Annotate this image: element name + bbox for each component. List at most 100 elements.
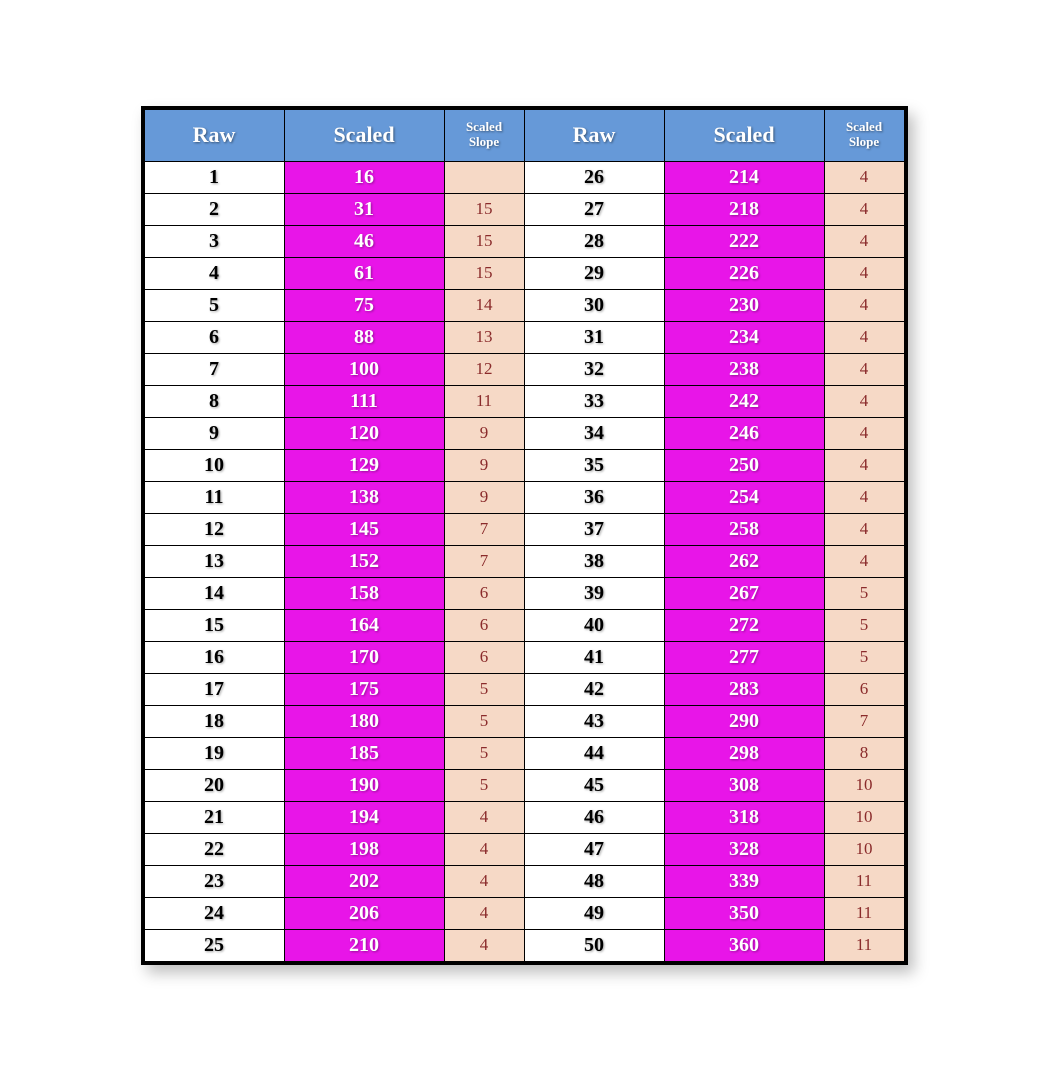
raw-cell: 12: [144, 513, 284, 545]
scaled-cell: 214: [664, 161, 824, 193]
raw-cell: 14: [144, 577, 284, 609]
conversion-table: Raw Scaled Scaled Slope Raw Scaled Scale…: [141, 106, 908, 965]
slope-cell: 12: [444, 353, 524, 385]
scaled-cell: 254: [664, 481, 824, 513]
slope-cell: 11: [444, 385, 524, 417]
raw-cell: 45: [524, 769, 664, 801]
raw-cell: 16: [144, 641, 284, 673]
raw-cell: 48: [524, 865, 664, 897]
table-row: 46115292264: [144, 257, 904, 289]
slope-cell: 10: [824, 833, 904, 865]
table-row: 2521045036011: [144, 929, 904, 961]
raw-cell: 20: [144, 769, 284, 801]
table-row: 141586392675: [144, 577, 904, 609]
slope-cell: 8: [824, 737, 904, 769]
table-row: 91209342464: [144, 417, 904, 449]
slope-cell: 4: [824, 417, 904, 449]
slope-cell: 4: [824, 161, 904, 193]
slope-cell: 7: [444, 513, 524, 545]
table: Raw Scaled Scaled Slope Raw Scaled Scale…: [144, 109, 905, 962]
slope-cell: 4: [824, 385, 904, 417]
slope-cell: 13: [444, 321, 524, 353]
raw-cell: 42: [524, 673, 664, 705]
raw-cell: 1: [144, 161, 284, 193]
raw-cell: 17: [144, 673, 284, 705]
raw-cell: 22: [144, 833, 284, 865]
slope-cell: 6: [824, 673, 904, 705]
scaled-cell: 210: [284, 929, 444, 961]
raw-cell: 3: [144, 225, 284, 257]
slope-cell: 4: [824, 321, 904, 353]
slope-cell: 14: [444, 289, 524, 321]
scaled-cell: 206: [284, 897, 444, 929]
slope-cell: 15: [444, 257, 524, 289]
table-row: 2420644935011: [144, 897, 904, 929]
slope-cell: 4: [444, 833, 524, 865]
raw-cell: 24: [144, 897, 284, 929]
slope-cell: 15: [444, 193, 524, 225]
scaled-cell: 111: [284, 385, 444, 417]
raw-cell: 29: [524, 257, 664, 289]
scaled-cell: 175: [284, 673, 444, 705]
slope-cell: 4: [824, 225, 904, 257]
table-row: 34615282224: [144, 225, 904, 257]
slope-cell: 11: [824, 929, 904, 961]
raw-cell: 44: [524, 737, 664, 769]
table-row: 121457372584: [144, 513, 904, 545]
raw-cell: 46: [524, 801, 664, 833]
scaled-cell: 222: [664, 225, 824, 257]
slope-cell: 11: [824, 897, 904, 929]
raw-cell: 11: [144, 481, 284, 513]
scaled-cell: 164: [284, 609, 444, 641]
scaled-cell: 318: [664, 801, 824, 833]
table-row: 151646402725: [144, 609, 904, 641]
raw-cell: 26: [524, 161, 664, 193]
slope-cell: 7: [824, 705, 904, 737]
slope-cell: 4: [824, 289, 904, 321]
scaled-cell: 145: [284, 513, 444, 545]
scaled-cell: 308: [664, 769, 824, 801]
table-row: 68813312344: [144, 321, 904, 353]
raw-cell: 6: [144, 321, 284, 353]
raw-cell: 23: [144, 865, 284, 897]
slope-cell: 4: [444, 929, 524, 961]
scaled-cell: 242: [664, 385, 824, 417]
slope-line2: Slope: [849, 134, 879, 149]
table-row: 111389362544: [144, 481, 904, 513]
table-row: 101299352504: [144, 449, 904, 481]
slope-cell: 6: [444, 609, 524, 641]
scaled-cell: 88: [284, 321, 444, 353]
scaled-cell: 283: [664, 673, 824, 705]
scaled-cell: 246: [664, 417, 824, 449]
table-row: 2019054530810: [144, 769, 904, 801]
table-row: 811111332424: [144, 385, 904, 417]
table-row: 2219844732810: [144, 833, 904, 865]
slope-cell: 4: [824, 545, 904, 577]
raw-cell: 28: [524, 225, 664, 257]
slope-cell: 5: [444, 673, 524, 705]
slope-cell: 5: [824, 609, 904, 641]
scaled-cell: 75: [284, 289, 444, 321]
slope-cell: 4: [444, 897, 524, 929]
table-row: 181805432907: [144, 705, 904, 737]
slope-cell: 4: [824, 257, 904, 289]
scaled-cell: 290: [664, 705, 824, 737]
scaled-cell: 61: [284, 257, 444, 289]
slope-cell: 5: [444, 737, 524, 769]
raw-cell: 31: [524, 321, 664, 353]
raw-cell: 8: [144, 385, 284, 417]
scaled-cell: 277: [664, 641, 824, 673]
raw-cell: 9: [144, 417, 284, 449]
table-row: 131527382624: [144, 545, 904, 577]
slope-line1: Scaled: [466, 119, 502, 134]
table-row: 2119444631810: [144, 801, 904, 833]
slope-cell: 15: [444, 225, 524, 257]
raw-cell: 36: [524, 481, 664, 513]
raw-cell: 33: [524, 385, 664, 417]
slope-cell: 4: [824, 353, 904, 385]
raw-cell: 21: [144, 801, 284, 833]
scaled-cell: 250: [664, 449, 824, 481]
scaled-cell: 298: [664, 737, 824, 769]
table-row: 161706412775: [144, 641, 904, 673]
slope-cell: 4: [824, 513, 904, 545]
